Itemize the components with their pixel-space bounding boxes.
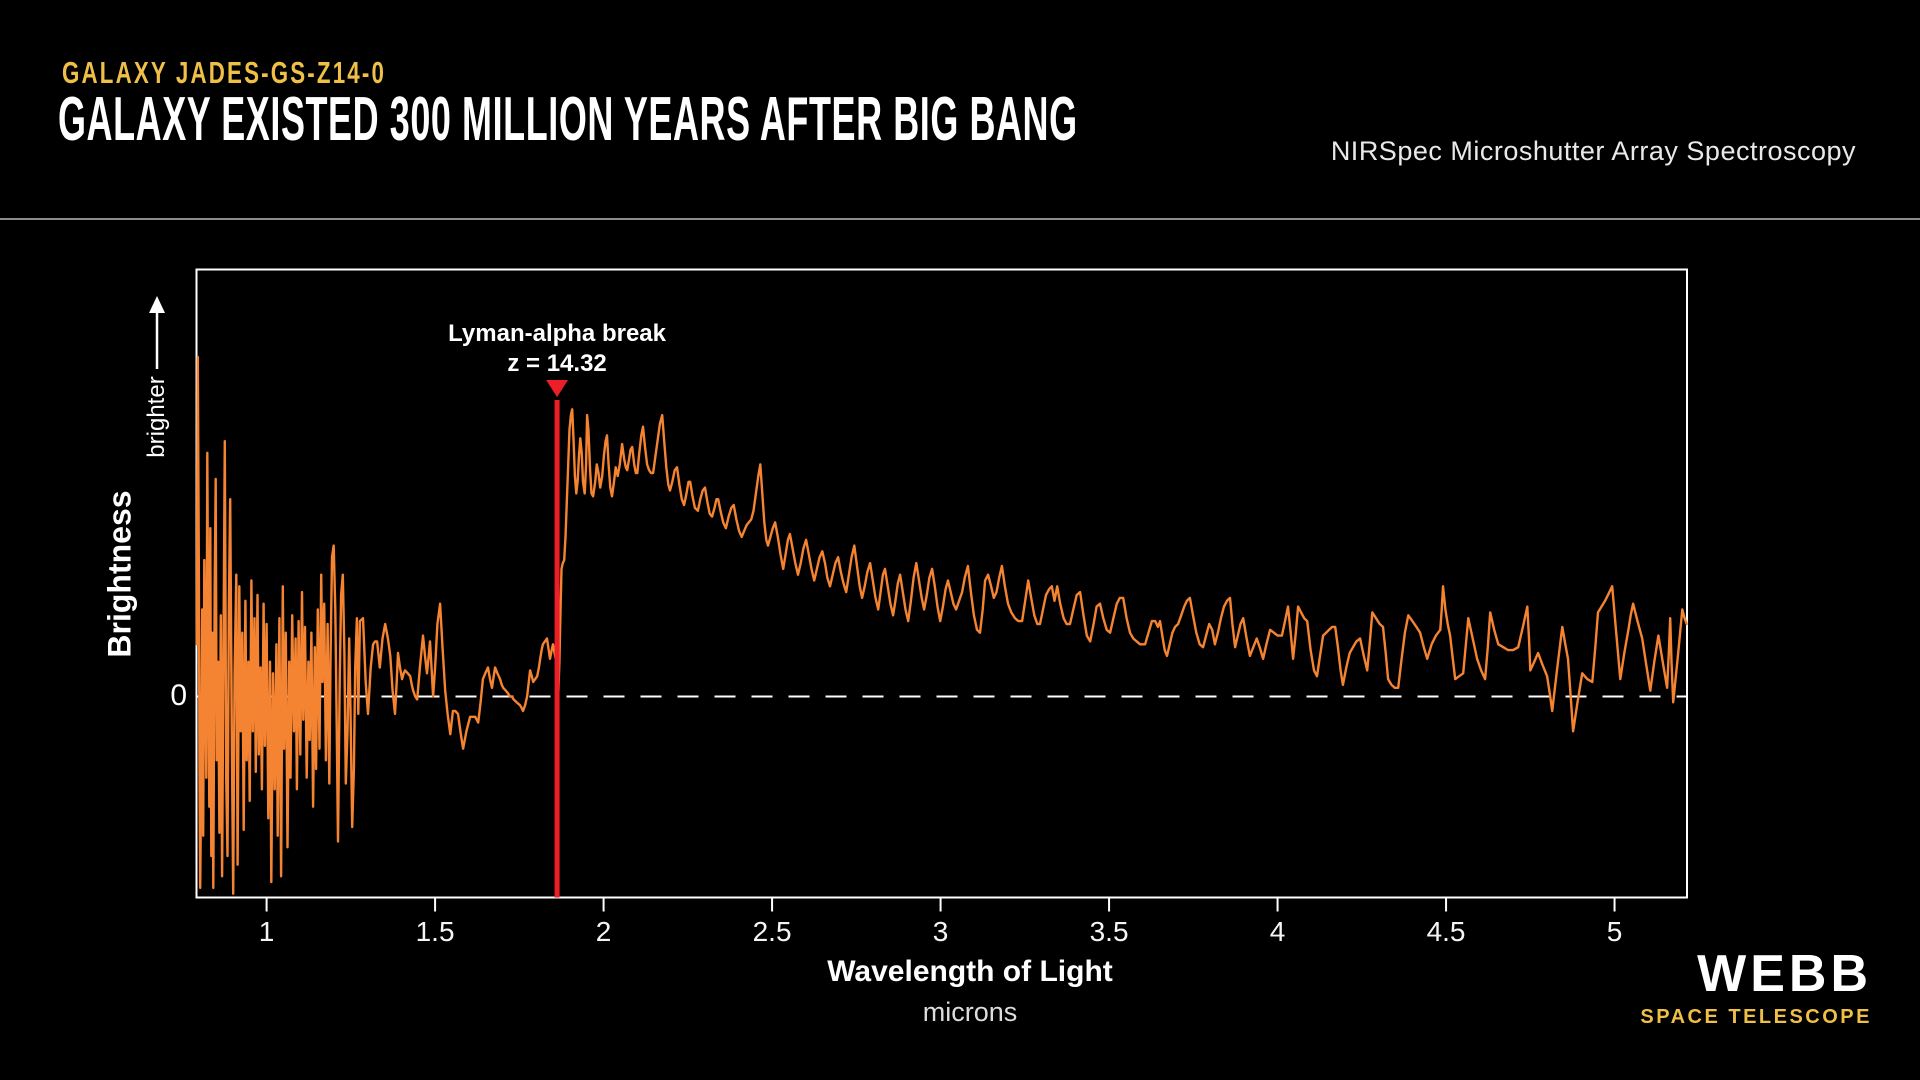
x-tick-label: 2.5 <box>752 916 792 947</box>
break-marker-icon <box>546 380 569 397</box>
page-title: GALAXY EXISTED 300 MILLION YEARS AFTER B… <box>58 85 1078 154</box>
instrument-caption: NIRSpec Microshutter Array Spectroscopy <box>1330 136 1856 166</box>
spectrum-line <box>195 355 1688 895</box>
galaxy-name-eyebrow: GALAXY JADES-GS-Z14-0 <box>62 55 387 90</box>
y-direction-label: brighter <box>143 376 170 458</box>
webb-logo: WEBB SPACE TELESCOPE <box>1640 948 1872 1029</box>
y-axis-title: Brightness <box>101 490 138 658</box>
x-axis-unit: microns <box>922 997 1018 1027</box>
x-tick-label: 1 <box>258 916 275 947</box>
x-tick-label: 4.5 <box>1426 916 1466 947</box>
x-tick-label: 4 <box>1269 916 1286 947</box>
zero-tick-label: 0 <box>170 679 187 712</box>
x-tick-label: 1.5 <box>415 916 455 947</box>
x-tick-label: 2 <box>595 916 612 947</box>
header-divider <box>0 218 1920 220</box>
brighter-arrow-icon <box>149 296 165 313</box>
x-tick-label: 3 <box>932 916 949 947</box>
lyman-break-annotation-title: Lyman-alpha break <box>448 320 666 347</box>
x-tick-label: 5 <box>1606 916 1623 947</box>
lyman-break-redshift-value: z = 14.32 <box>507 350 607 377</box>
x-axis-title: Wavelength of Light <box>827 955 1113 988</box>
plot-frame <box>195 268 1688 899</box>
webb-logo-name: WEBB <box>1697 945 1872 1003</box>
webb-logo-tagline: SPACE TELESCOPE <box>1640 1006 1872 1028</box>
x-tick-label: 3.5 <box>1089 916 1129 947</box>
